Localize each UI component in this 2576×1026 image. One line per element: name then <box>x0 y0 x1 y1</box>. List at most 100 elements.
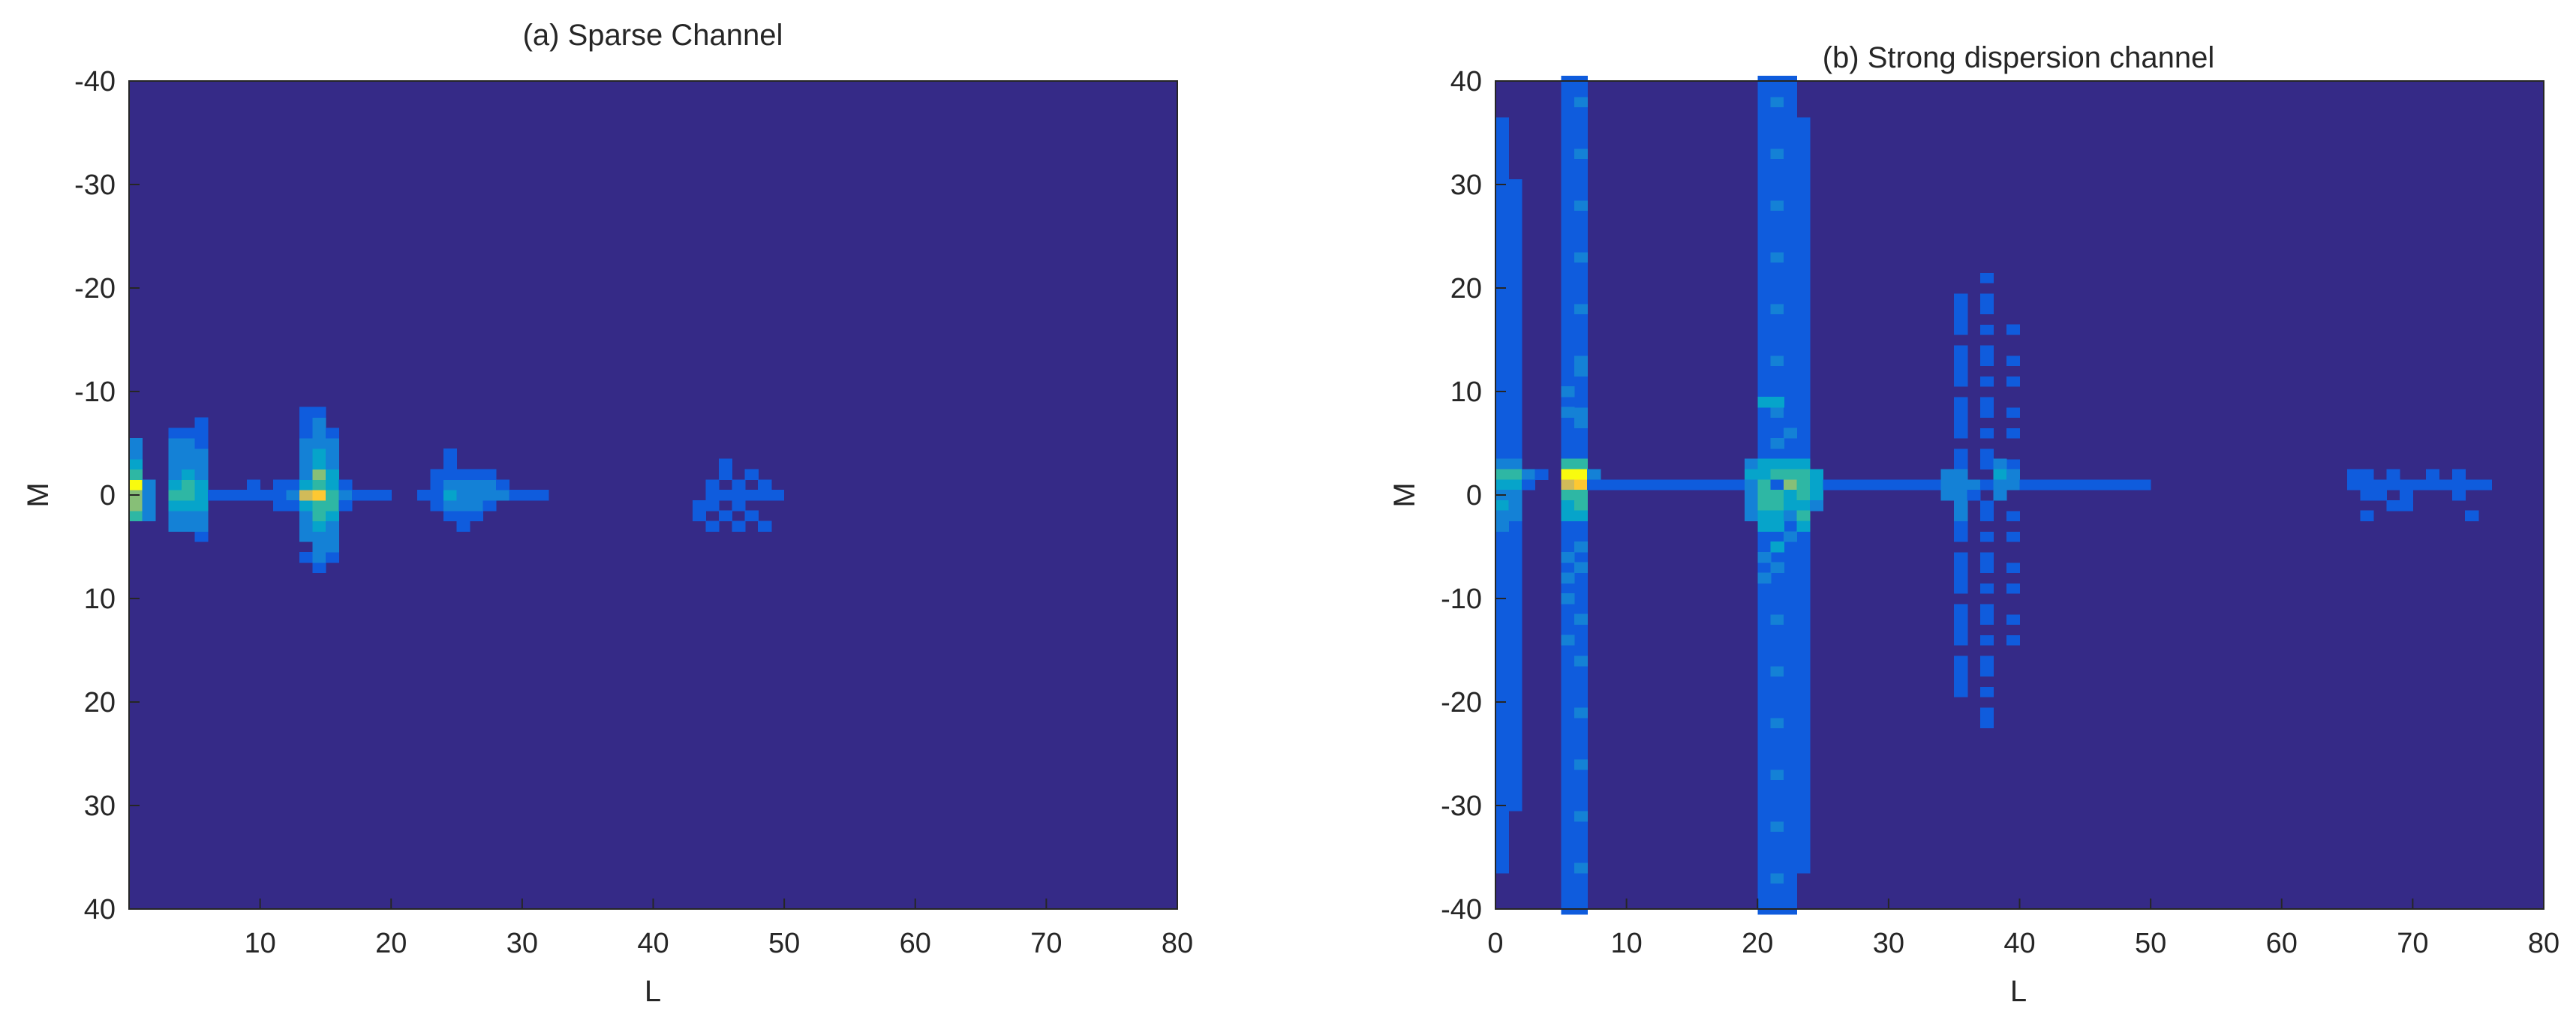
heatmap-cell <box>1770 458 1784 470</box>
heatmap-cell <box>2124 479 2139 490</box>
heatmap-column-cell <box>1784 137 1798 149</box>
heatmap-column-cell <box>1757 344 1772 356</box>
heatmap-cell <box>273 500 287 512</box>
heatmap-column-cell <box>1954 634 1968 646</box>
heatmap-cell <box>1796 479 1811 490</box>
heatmap-column-cell <box>1980 624 1994 635</box>
heatmap-column-cell <box>1770 406 1784 418</box>
heatmap-column-cell <box>1784 738 1798 749</box>
heatmap-column-cell <box>1770 810 1784 822</box>
heatmap-cell <box>430 500 444 512</box>
heatmap-column-cell <box>1495 396 1510 408</box>
heatmap-column-cell <box>1784 893 1798 904</box>
heatmap-column-cell <box>1508 428 1522 439</box>
heatmap-column-cell <box>2006 448 2021 460</box>
heatmap-cell <box>1967 479 1981 490</box>
heatmap-column-cell <box>1796 542 1811 553</box>
heatmap-column-cell <box>1796 562 1811 574</box>
heatmap-cell <box>325 510 339 522</box>
x-tick-label: 80 <box>1162 928 1193 959</box>
heatmap-cell <box>312 428 326 439</box>
heatmap-column-cell <box>1495 790 1510 801</box>
heatmap-column-cell <box>1796 334 1811 346</box>
heatmap-column-cell <box>1561 790 1575 801</box>
heatmap-cell <box>299 551 314 563</box>
heatmap-cell <box>1928 479 1942 490</box>
heatmap-cell <box>1967 490 1981 501</box>
heatmap-column-cell <box>1770 603 1784 615</box>
heatmap-column-cell <box>1574 790 1588 801</box>
heatmap-column-cell <box>1980 344 1994 356</box>
heatmap-cell <box>1757 572 1772 584</box>
heatmap-cell <box>194 531 209 542</box>
heatmap-cell <box>2425 479 2439 490</box>
heatmap-column-cell <box>1574 314 1588 325</box>
heatmap-column-cell <box>2006 510 2021 522</box>
heatmap-column-cell <box>1770 614 1784 626</box>
heatmap-column-cell <box>1784 697 1798 708</box>
heatmap-column-cell <box>1561 748 1575 760</box>
heatmap-column-cell <box>1796 344 1811 356</box>
heatmap-cell <box>771 490 785 501</box>
x-tick-label: 80 <box>2528 928 2559 959</box>
heatmap-cell <box>1666 479 1680 490</box>
heatmap-column-cell <box>1980 324 1994 335</box>
heatmap-column-cell <box>1574 272 1588 284</box>
heatmap-column-cell <box>1495 251 1510 263</box>
heatmap-column-cell <box>1495 634 1510 646</box>
heatmap-column-cell <box>1561 200 1575 212</box>
heatmap-cell <box>705 520 720 532</box>
heatmap-column-cell <box>1495 645 1510 656</box>
heatmap-column-cell <box>1980 406 1994 418</box>
heatmap-column-cell <box>1508 365 1522 376</box>
heatmap-column-cell <box>1770 262 1784 273</box>
heatmap-column-cell <box>1770 686 1784 698</box>
heatmap-cell <box>1796 500 1811 512</box>
heatmap-column-cell <box>1508 706 1522 718</box>
heatmap-column-cell <box>1784 800 1798 812</box>
heatmap-column-cell <box>1508 542 1522 553</box>
heatmap-cell <box>1640 479 1654 490</box>
heatmap-column-cell <box>1495 717 1510 729</box>
heatmap-column-cell <box>1770 117 1784 128</box>
heatmap-cell <box>443 448 458 460</box>
heatmap-column-cell <box>1757 365 1772 376</box>
heatmap-cell <box>758 490 772 501</box>
heatmap-column-cell <box>1561 614 1575 626</box>
heatmap-column-cell <box>1574 231 1588 242</box>
heatmap-column-cell <box>1574 210 1588 221</box>
y-tick-label: -30 <box>74 170 116 201</box>
heatmap-column-cell <box>1574 376 1588 387</box>
x-tick-label: 50 <box>768 928 800 959</box>
heatmap-column-cell <box>1784 820 1798 832</box>
chart-title: (b) Strong dispersion channel <box>1823 41 2215 74</box>
heatmap-column-cell <box>1508 686 1522 698</box>
x-tick-label: 50 <box>2135 928 2166 959</box>
heatmap-column-cell <box>1561 220 1575 232</box>
heatmap-column-cell <box>1784 883 1798 894</box>
heatmap-cell <box>732 490 746 501</box>
heatmap-column-cell <box>1508 355 1522 367</box>
heatmap-column-cell <box>1796 717 1811 729</box>
heatmap-column-cell <box>1980 562 1994 574</box>
heatmap-column-cell <box>1561 883 1575 894</box>
heatmap-column-cell <box>1954 386 1968 398</box>
heatmap-column-cell <box>1770 376 1784 387</box>
heatmap-column-cell <box>1495 665 1510 677</box>
heatmap-column-cell <box>1757 593 1772 604</box>
heatmap-cell <box>482 479 497 490</box>
heatmap-column-cell <box>1770 583 1784 594</box>
heatmap-cell <box>299 479 314 490</box>
heatmap-column-cell <box>1757 800 1772 812</box>
heatmap-cell <box>1770 520 1784 532</box>
heatmap-cell <box>260 490 274 501</box>
heatmap-column-cell <box>1757 634 1772 646</box>
heatmap-column-cell <box>1757 862 1772 874</box>
heatmap-cell <box>1508 510 1522 522</box>
heatmap-column-cell <box>1757 779 1772 790</box>
heatmap-column-cell <box>1796 303 1811 315</box>
heatmap-column-cell <box>1561 334 1575 346</box>
heatmap-column-cell <box>1770 820 1784 832</box>
heatmap-cell <box>194 438 209 449</box>
